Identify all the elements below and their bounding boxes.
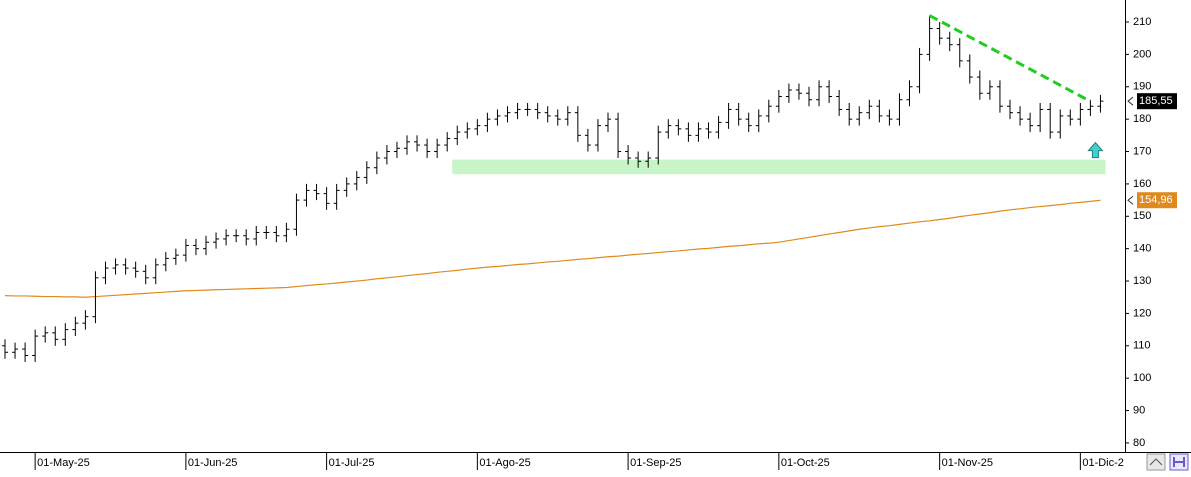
y-tick-label: 110 xyxy=(1133,340,1151,352)
last-price-box xyxy=(1137,93,1177,110)
y-tick-label: 120 xyxy=(1133,307,1151,319)
x-tick-label: 01-Jun-25 xyxy=(188,457,238,469)
x-tick-label: 01-Dic-2 xyxy=(1082,457,1124,469)
y-tick-label: 210 xyxy=(1133,16,1151,28)
x-tick-label: 01-Oct-25 xyxy=(781,457,830,469)
support-zone xyxy=(452,159,1106,175)
x-tick-label: 01-Sep-25 xyxy=(630,457,681,469)
y-tick-label: 80 xyxy=(1133,437,1145,449)
x-tick-label: 01-May-25 xyxy=(37,457,90,469)
last-price-marker xyxy=(1127,96,1134,106)
y-tick-label: 200 xyxy=(1133,48,1151,60)
ma-value-box xyxy=(1137,192,1177,209)
scroll-icon xyxy=(1149,458,1163,466)
x-tick-label: 01-Ago-25 xyxy=(479,457,530,469)
ma-value-marker xyxy=(1127,195,1134,205)
h-icon xyxy=(1173,457,1185,467)
ma-value-label: 154,96 xyxy=(1139,194,1173,206)
up-arrow xyxy=(1087,141,1104,159)
x-tick-label: 01-Jul-25 xyxy=(329,457,375,469)
y-tick-label: 190 xyxy=(1133,81,1151,93)
last-price-label: 185,55 xyxy=(1139,95,1173,107)
y-tick-label: 130 xyxy=(1133,275,1151,287)
y-tick-label: 90 xyxy=(1133,404,1145,416)
moving-average-line xyxy=(4,199,1101,298)
scroll-button[interactable] xyxy=(1146,453,1166,471)
x-tick-label: 01-Nov-25 xyxy=(942,457,993,469)
y-tick-label: 100 xyxy=(1133,372,1151,384)
y-tick-label: 160 xyxy=(1133,178,1151,190)
y-tick-label: 150 xyxy=(1133,210,1151,222)
trendline xyxy=(928,14,1092,103)
y-tick-label: 140 xyxy=(1133,243,1151,255)
y-tick-label: 180 xyxy=(1133,113,1151,125)
y-tick-label: 170 xyxy=(1133,145,1151,157)
